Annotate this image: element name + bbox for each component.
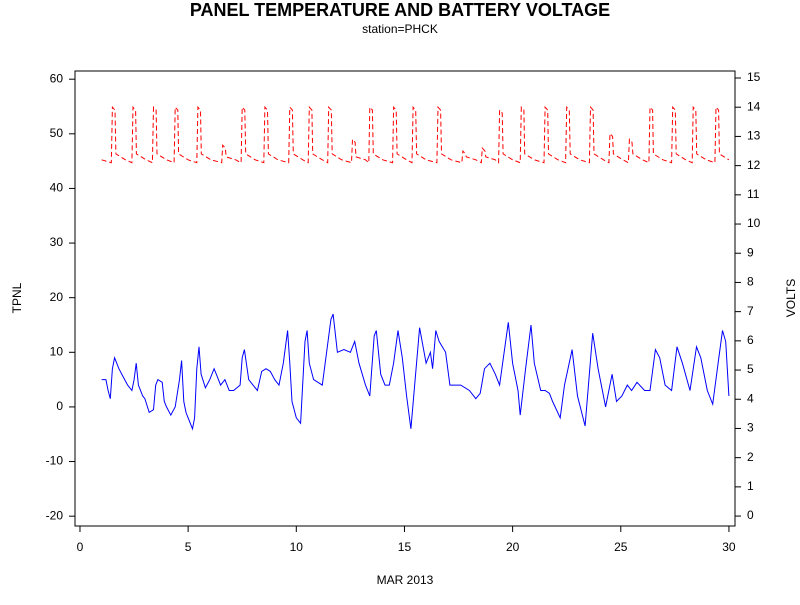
y-tick-label: -20: [46, 508, 64, 522]
x-tick-label: 0: [77, 540, 84, 554]
plot-frame: [74, 70, 736, 527]
y2-tick-label: 0: [747, 508, 754, 522]
x-tick-label: 30: [722, 540, 736, 554]
chart-title: PANEL TEMPERATURE AND BATTERY VOLTAGE: [190, 0, 610, 20]
x-tick-label: 15: [398, 540, 412, 554]
data-line: [101, 105, 730, 164]
x-tick-label: 5: [185, 540, 192, 554]
y2-tick-label: 8: [747, 275, 754, 289]
x-axis-label: MAR 2013: [377, 573, 434, 587]
y2-tick-label: 1: [747, 479, 754, 493]
y2-tick-label: 13: [747, 129, 761, 143]
y2-axis-label: VOLTS: [784, 279, 798, 317]
y2-tick-label: 7: [747, 304, 754, 318]
y2-tick-label: 11: [747, 187, 760, 201]
y-tick-label: 30: [50, 235, 64, 249]
x-tick-label: 25: [614, 540, 628, 554]
x-tick-label: 10: [290, 540, 304, 554]
y2-tick-label: 3: [747, 421, 754, 435]
y2-tick-label: 5: [747, 362, 754, 376]
y-tick-label: 10: [50, 344, 64, 358]
y2-tick-label: 6: [747, 333, 754, 347]
y-tick-label: 20: [50, 290, 64, 304]
y2-tick-label: 9: [747, 245, 754, 259]
y2-tick-label: 10: [747, 216, 761, 230]
chart-subtitle: station=PHCK: [362, 22, 438, 36]
y-tick-label: -10: [46, 454, 64, 468]
y2-tick-label: 2: [747, 450, 754, 464]
y2-tick-label: 4: [747, 391, 754, 405]
y-tick-label: 50: [50, 126, 64, 140]
y-axis-label: TPNL: [10, 282, 24, 313]
y-tick-label: 0: [56, 399, 63, 413]
y-tick-label: 60: [50, 71, 64, 85]
data-line: [101, 313, 730, 431]
y2-tick-label: 15: [747, 70, 761, 84]
y-tick-label: 40: [50, 181, 64, 195]
y2-tick-label: 12: [747, 158, 761, 172]
x-tick-label: 20: [506, 540, 520, 554]
y2-tick-label: 14: [747, 99, 761, 113]
